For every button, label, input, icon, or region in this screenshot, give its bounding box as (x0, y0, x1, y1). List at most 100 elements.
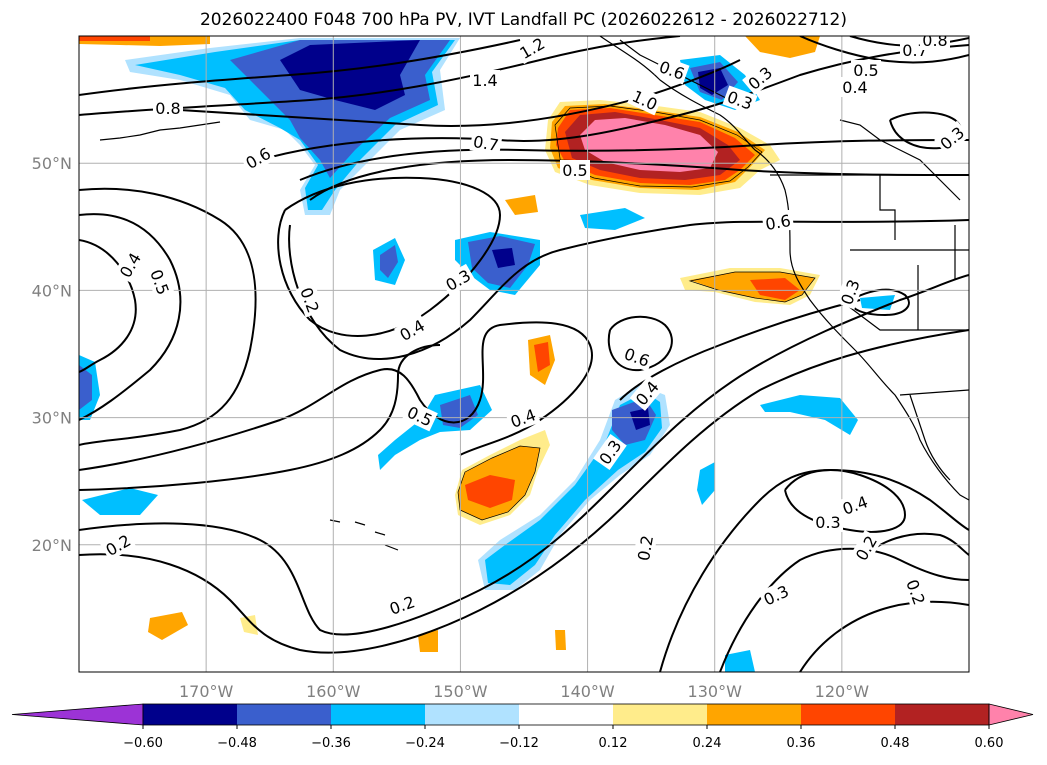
fill-outline (688, 271, 816, 303)
lat-tick-label: 20°N (32, 536, 72, 555)
contour-label-bg (654, 55, 690, 85)
lon-tick-label: 130°W (688, 682, 743, 701)
colorbar-tick-label: −0.48 (217, 736, 257, 751)
map-title: 2026022400 F048 700 hPa PV, IVT Landfall… (199, 10, 847, 30)
contour-label-bg (145, 264, 175, 300)
mexico-border (899, 389, 969, 396)
latitude-tick-labels: 50°N 40°N 30°N 20°N (32, 154, 72, 555)
contour-label: 0.7 (472, 132, 500, 155)
contour-label-bg (629, 375, 665, 411)
fill-outline (457, 445, 541, 521)
pv-contour (288, 219, 969, 360)
colorbar-tick-label: 0.60 (975, 736, 1004, 751)
colorbar-tick-label: −0.24 (405, 736, 445, 751)
contour-label-bg (295, 282, 325, 318)
contour-label-bg (920, 36, 950, 50)
contour-label-bg (849, 530, 883, 566)
pv-contour (79, 39, 521, 96)
contour-label-bg (851, 60, 881, 80)
contour-labels: 1.21.40.8 1.00.70.50.60.60.40.50.20.30.40… (100, 36, 969, 620)
contour-label: 0.5 (853, 61, 878, 80)
contour-label-bg (394, 313, 430, 347)
contour-label-group: 0.4 (394, 313, 430, 347)
colorbar-segment (143, 704, 238, 725)
contour-label: 0.5 (562, 161, 587, 180)
fill-pos-small-2b (534, 342, 550, 372)
contour-label-bg (153, 98, 183, 118)
contour-label-bg (514, 36, 550, 65)
contour-label: 1.4 (472, 71, 497, 90)
colorbar-tick-label: 0.12 (599, 736, 628, 751)
colorbar-extend-high (988, 703, 1034, 726)
colorbar-segment (331, 704, 426, 725)
colorbar-tick-label: −0.12 (499, 736, 539, 751)
contour-label-bg (840, 77, 870, 97)
ne-coast (839, 119, 961, 201)
fill-pos-sc-3 (465, 475, 515, 508)
colorbar-tick-label: 0.36 (787, 736, 816, 751)
pv-contour (79, 239, 137, 373)
fill-neg-small-4 (697, 462, 715, 505)
contour-label: 0.2 (634, 534, 657, 562)
colorbar-segment (801, 704, 896, 725)
fill-pos-small-5 (555, 630, 566, 650)
contour-label: 0.3 (815, 513, 840, 532)
map-frame (78, 35, 970, 673)
contour-label-group: 0.8 (153, 98, 183, 118)
lon-tick-label: 120°W (815, 682, 870, 701)
colorbar-tick-label: 0.24 (693, 736, 722, 751)
contour-label: 0.6 (764, 211, 792, 234)
pv-contour (79, 213, 182, 421)
contour-label-bg (934, 120, 969, 156)
contour-label-bg (813, 512, 843, 532)
fill-neg-mid-south (378, 385, 492, 470)
contour-label-bg (470, 70, 500, 90)
colorbar-segment (519, 704, 614, 725)
contour-label-bg (505, 403, 541, 433)
contour-label-group: 0.2 (384, 590, 420, 620)
pv-contour (259, 44, 969, 161)
colorbar-segment (425, 704, 520, 725)
contour-label-group: 0.3 (758, 579, 794, 611)
contour-label-group: 0.2 (632, 531, 658, 565)
contour-label: 0.4 (842, 78, 867, 97)
fill-pos-mid-right-3 (750, 278, 800, 300)
grid-lines (79, 36, 969, 672)
pv-contour (79, 187, 257, 446)
colorbar-segment (237, 704, 332, 725)
contour-label-group: 0.7 (469, 130, 503, 156)
pv-contour (799, 600, 969, 672)
colorbar-segment (707, 704, 802, 725)
contour-label-bg (627, 84, 663, 116)
fill-neg-west-2 (79, 365, 92, 410)
contour-label-bg (402, 400, 438, 432)
contour-label-bg (758, 579, 794, 611)
contour-label-bg (742, 60, 778, 96)
fill-pos-top-left-2 (79, 36, 150, 41)
colorbar-segment (895, 704, 990, 725)
colorbar-tick-label: −0.36 (311, 736, 351, 751)
coastlines (99, 36, 969, 551)
contour-label-group: 0.6 (240, 141, 276, 175)
contour-label-bg (469, 130, 503, 156)
fill-outline (554, 105, 763, 188)
pv-contour (79, 321, 593, 471)
fill-neg-small-6 (860, 295, 895, 310)
contour-label-bg (593, 433, 627, 471)
contour-label-bg (440, 263, 476, 297)
contour-label: 0.3 (936, 123, 968, 154)
longitude-tick-labels: 170°W 160°W 150°W 140°W 130°W 120°W (179, 682, 869, 701)
contour-label-group: 0.3 (835, 274, 865, 310)
contour-label-bg (632, 531, 658, 565)
lat-tick-label: 50°N (32, 154, 72, 173)
colorbar-segment (613, 704, 708, 725)
contour-label-bg (722, 85, 758, 115)
contour-label-group: 0.2 (849, 530, 883, 566)
contour-label-bg (837, 490, 873, 520)
pv-contour (79, 344, 441, 491)
contour-label-group: 0.8 (920, 36, 950, 50)
lon-tick-label: 140°W (560, 682, 615, 701)
fill-neg-small-3 (580, 208, 645, 230)
ivt-fill-regions (79, 36, 895, 672)
